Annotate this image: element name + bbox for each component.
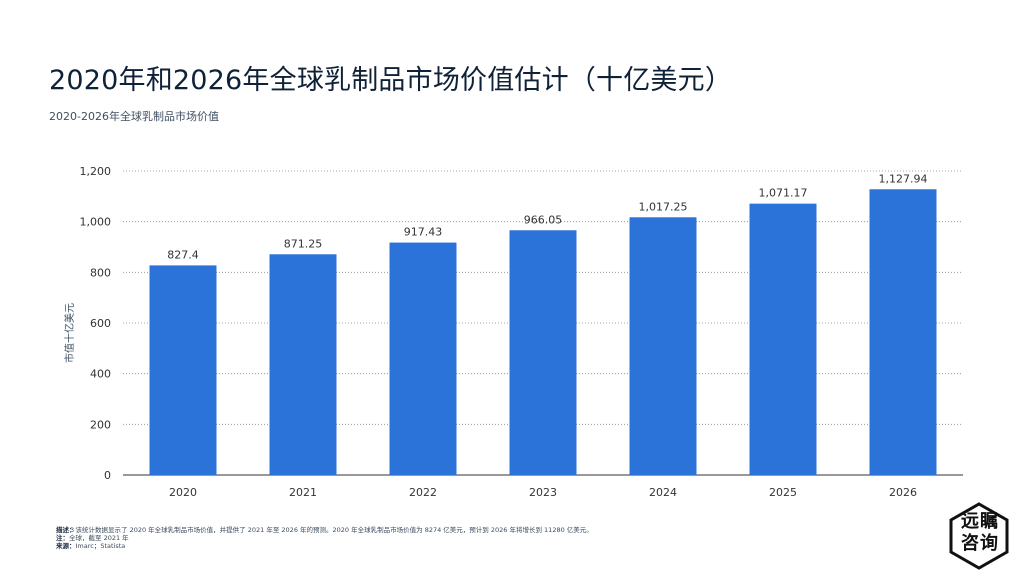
bar-2025 — [749, 203, 817, 475]
data-label: 827.4 — [167, 248, 199, 261]
bar-2020 — [149, 265, 217, 475]
bar-2022 — [389, 242, 457, 475]
bar-2024 — [629, 217, 697, 475]
y-tick-label: 600 — [90, 317, 111, 330]
data-label: 966.05 — [524, 213, 563, 226]
notes-block: 描述：该统计数据显示了 2020 年全球乳制品市场价值，并提供了 2021 年至… — [56, 526, 616, 550]
data-label: 871.25 — [284, 237, 323, 250]
chart-data-labels: 827.4 871.25 917.43 966.05 1,017.25 1,071.17 1… — [167, 172, 927, 261]
data-label: 917.43 — [404, 226, 443, 239]
y-tick-label: 400 — [90, 368, 111, 381]
y-tick-label: 200 — [90, 418, 111, 431]
bar-2026 — [869, 189, 937, 476]
y-tick-label: 800 — [90, 266, 111, 279]
note-line: 注：全球，截至 2021 年 — [56, 534, 616, 542]
x-tick-label: 2020 — [169, 486, 197, 499]
y-axis-label: 市值十亿美元 — [63, 303, 76, 363]
x-axis-ticks: 2020 2021 2022 2023 2024 2025 2026 — [169, 486, 917, 499]
description-label: 描述： — [56, 526, 76, 534]
note-label: 注： — [56, 534, 69, 542]
source-label: 来源： — [56, 542, 76, 550]
company-logo-icon — [949, 502, 1009, 570]
data-label: 1,127.94 — [879, 172, 928, 185]
y-tick-label: 1,200 — [80, 165, 112, 178]
source-text: Imarc；Statista — [75, 542, 126, 550]
description-text: 该统计数据显示了 2020 年全球乳制品市场价值，并提供了 2021 年至 20… — [75, 526, 593, 534]
data-label: 1,017.25 — [639, 200, 688, 213]
x-tick-label: 2022 — [409, 486, 437, 499]
note-text: 全球，截至 2021 年 — [69, 534, 129, 542]
data-label: 1,071.17 — [759, 187, 808, 200]
x-tick-label: 2025 — [769, 486, 797, 499]
logo-text-line2: 咨询 — [961, 533, 999, 554]
x-tick-label: 2024 — [649, 486, 677, 499]
x-tick-label: 2023 — [529, 486, 557, 499]
bar-2021 — [269, 254, 337, 475]
x-tick-label: 2021 — [289, 486, 317, 499]
description-line: 描述：该统计数据显示了 2020 年全球乳制品市场价值，并提供了 2021 年至… — [56, 526, 616, 534]
y-tick-label: 0 — [104, 469, 111, 482]
page-number: 3 — [70, 526, 75, 534]
source-line: 来源：Imarc；Statista — [56, 542, 616, 550]
y-tick-label: 1,000 — [80, 216, 112, 229]
page-title: 2020年和2026年全球乳制品市场价值估计（十亿美元） — [49, 65, 733, 96]
bar-2023 — [509, 230, 577, 475]
logo-text-line1: 远瞩 — [961, 511, 999, 532]
page-subtitle: 2020-2026年全球乳制品市场价值 — [49, 110, 219, 123]
x-tick-label: 2026 — [889, 486, 917, 499]
chart-bars — [149, 189, 937, 476]
y-axis-ticks: 0 200 400 600 800 1,000 1,200 — [80, 165, 112, 482]
